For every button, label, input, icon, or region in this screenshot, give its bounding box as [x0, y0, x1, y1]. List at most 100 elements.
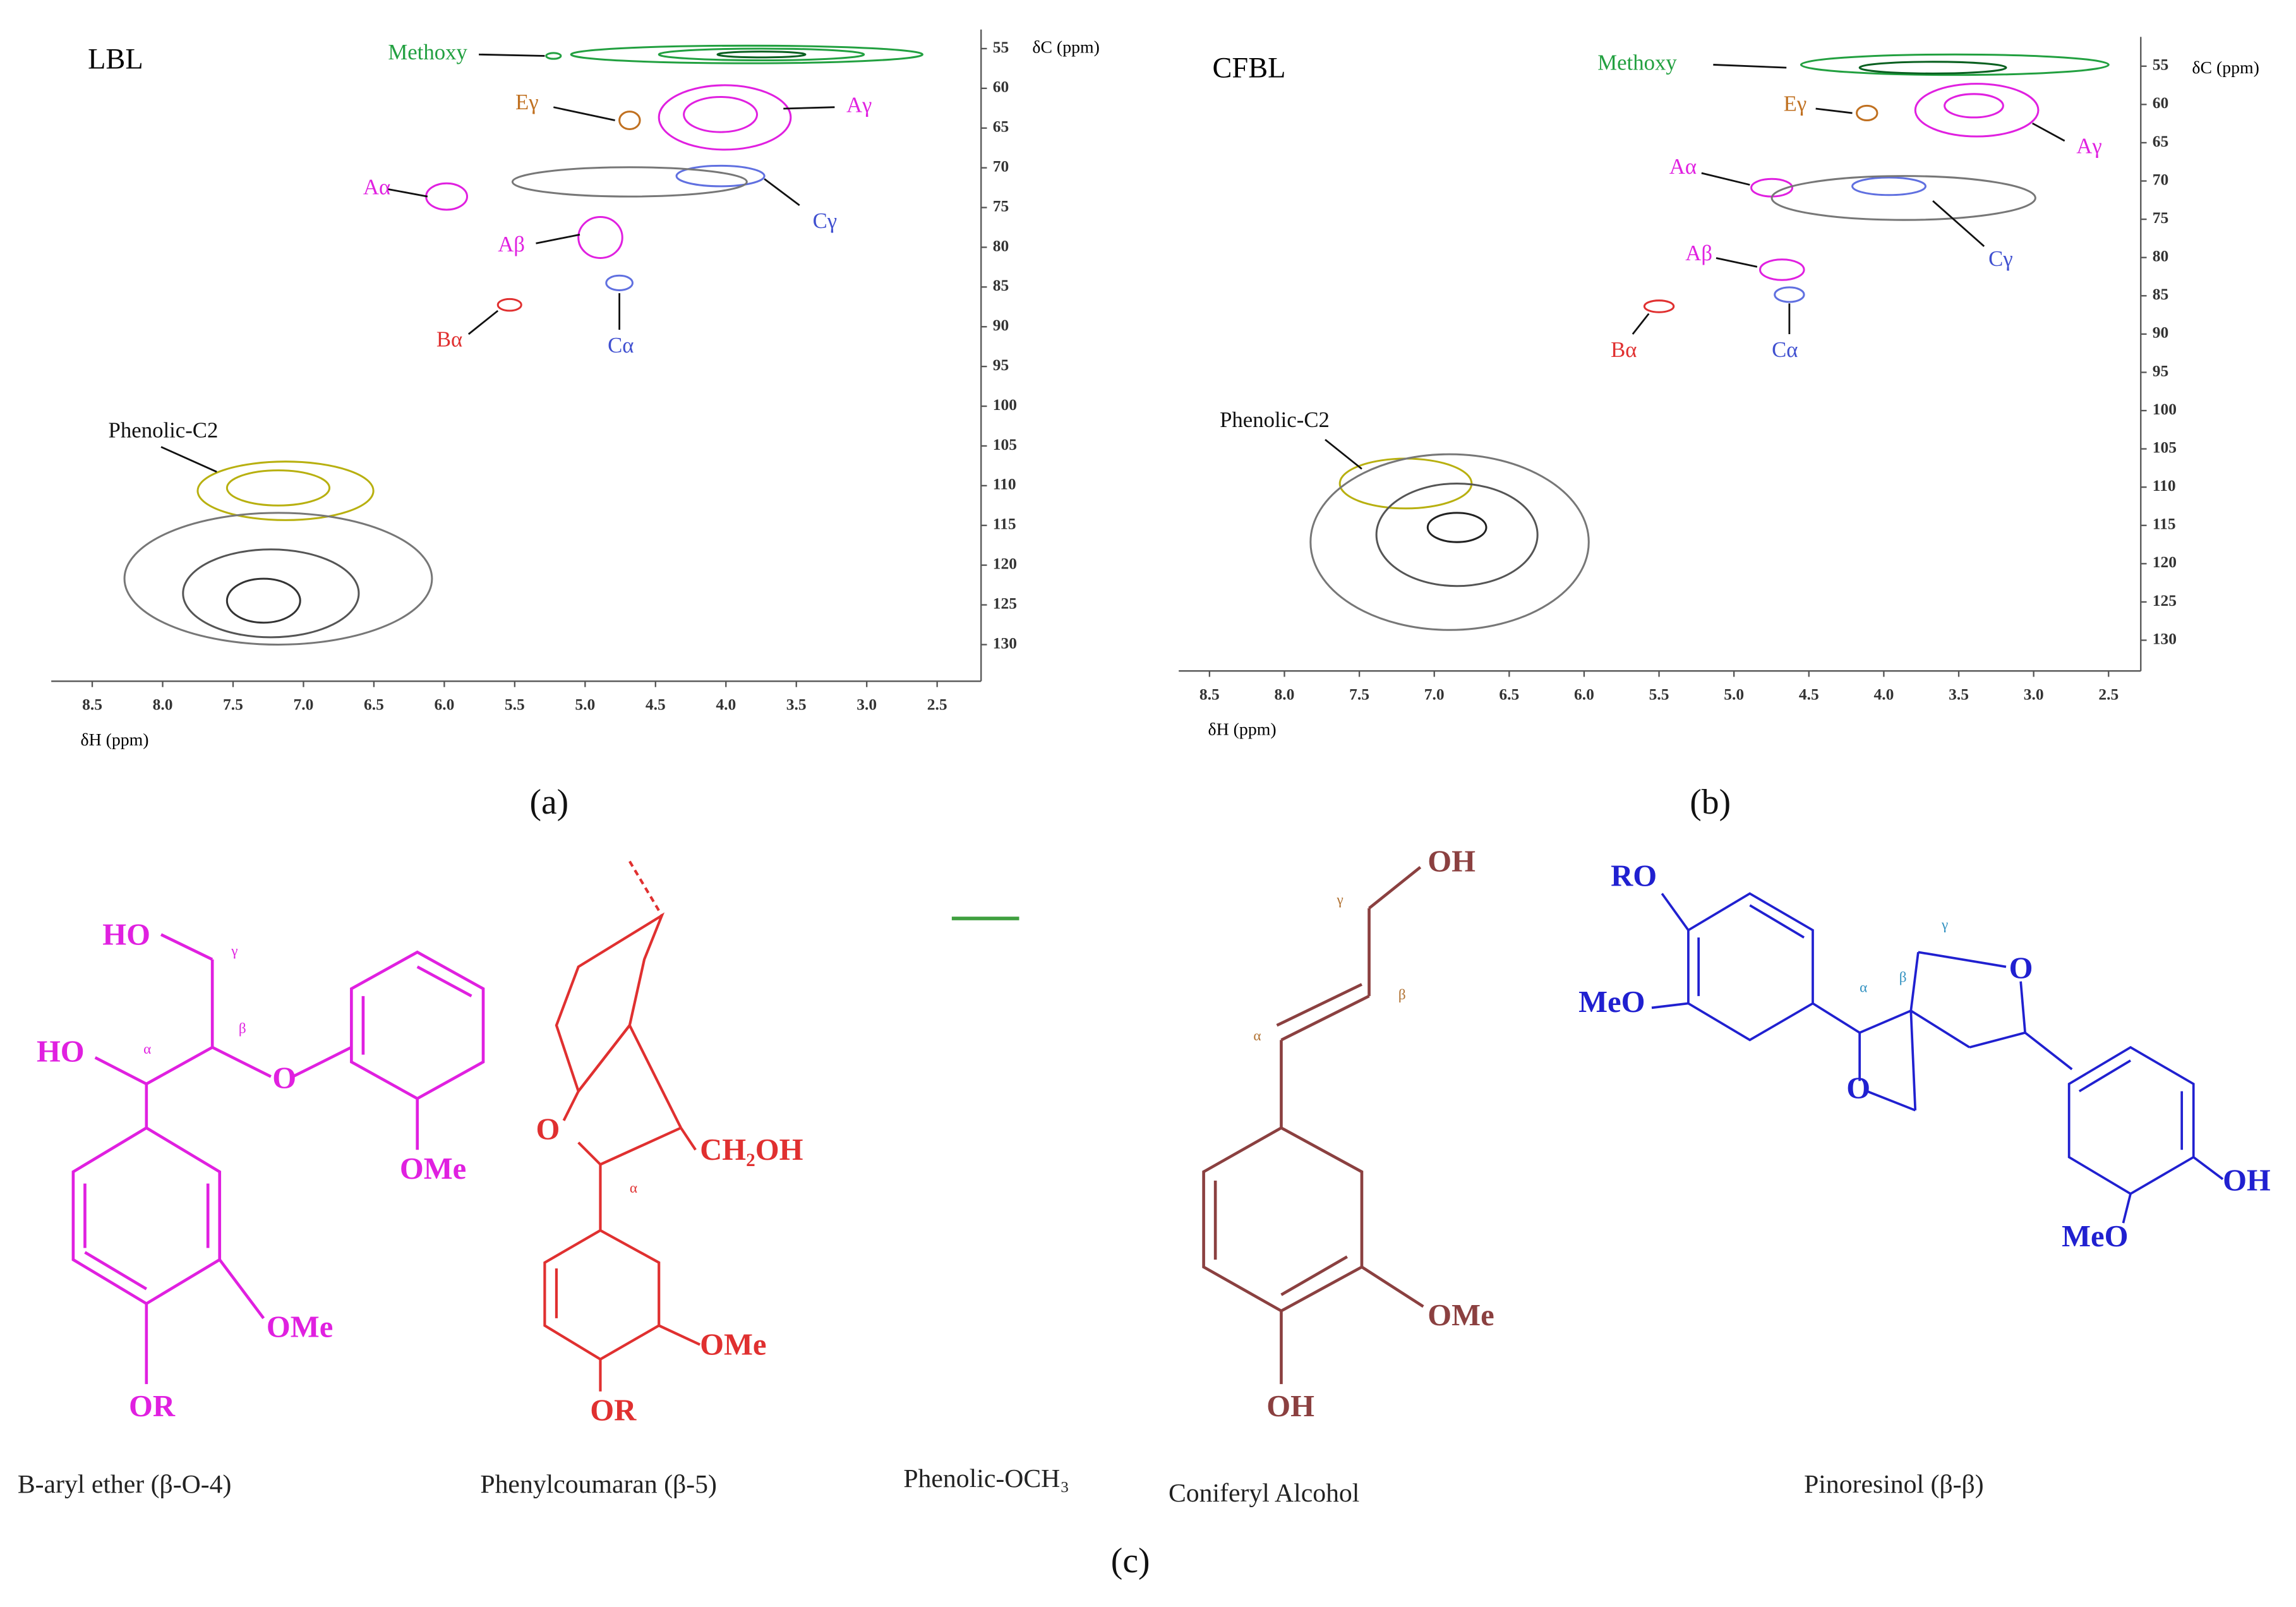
y-axis-label: δC (ppm) — [2192, 58, 2259, 78]
y-tick-label: 125 — [993, 594, 1017, 612]
y-tick-label: 95 — [2153, 361, 2169, 380]
atom-label: O — [1846, 1071, 1870, 1105]
annotation: Aγ — [2076, 134, 2101, 159]
atom-label: α — [1253, 1028, 1261, 1044]
x-tick-label: 5.5 — [505, 695, 525, 714]
atom-label: OR — [129, 1389, 176, 1423]
panel-label: (b) — [1690, 783, 1731, 822]
atom-label: O — [272, 1061, 296, 1095]
structure-name: B-aryl ether (β-O-4) — [18, 1470, 232, 1499]
y-tick-label: 120 — [2153, 553, 2177, 571]
annotation: Aβ — [498, 232, 525, 256]
x-tick-label: 7.5 — [223, 695, 243, 714]
x-tick-label: 7.0 — [1424, 685, 1445, 703]
x-tick-label: 6.5 — [364, 695, 384, 714]
structure-name: Phenolic-OCH₃ — [903, 1464, 1069, 1493]
atom-label: CH₂OH — [700, 1133, 803, 1167]
y-tick-label: 115 — [993, 515, 1016, 533]
structure-pinoresinol — [1651, 892, 2224, 1224]
annotation: Eγ — [515, 90, 539, 114]
structure-coniferyl — [1202, 866, 1424, 1385]
annotation: Bα — [436, 327, 462, 352]
y-tick-label: 75 — [2153, 208, 2169, 227]
y-tick-label: 85 — [993, 276, 1009, 294]
annotation: Cα — [608, 333, 634, 358]
y-tick-label: 70 — [993, 157, 1009, 176]
x-axis-label: δH (ppm) — [1208, 720, 1277, 740]
y-tick-label: 110 — [2153, 476, 2176, 495]
atom-label: γ — [1941, 917, 1948, 933]
y-tick-label: 130 — [2153, 629, 2177, 647]
y-tick-label: 100 — [2153, 400, 2177, 418]
y-tick-label: 65 — [993, 117, 1009, 136]
annotation: Cγ — [1988, 246, 2013, 271]
x-tick-label: 6.0 — [1574, 685, 1594, 703]
y-tick-label: 60 — [2153, 93, 2169, 112]
annotation: Bα — [1611, 337, 1637, 362]
annotation: Aα — [1669, 154, 1697, 179]
contours-a — [123, 44, 923, 646]
panel-label: (a) — [529, 783, 568, 822]
atom-label: α — [630, 1180, 637, 1196]
atom-label: OMe — [700, 1327, 766, 1361]
y-tick-label: 95 — [993, 356, 1009, 374]
x-axis-label: δH (ppm) — [81, 730, 149, 750]
atom-label: β — [239, 1020, 246, 1037]
y-tick-label: 120 — [993, 555, 1017, 573]
y-tick-label: 55 — [2153, 56, 2169, 74]
y-tick-label: 90 — [2153, 323, 2169, 342]
atom-label: MeO — [1578, 985, 1645, 1019]
sample-label: CFBL — [1213, 52, 1286, 84]
y-tick-label: 75 — [993, 196, 1009, 215]
y-axis-label: δC (ppm) — [1032, 37, 1100, 57]
x-tick-label: 2.5 — [927, 695, 947, 714]
atom-label: OH — [1427, 844, 1476, 878]
atom-label: HO — [102, 917, 150, 951]
atom-label: β — [1899, 969, 1907, 985]
atom-label: MeO — [2062, 1219, 2128, 1253]
atom-label: RO — [1611, 859, 1657, 893]
structure-name: Pinoresinol (β-β) — [1804, 1470, 1984, 1499]
y-tick-label: 85 — [2153, 285, 2169, 303]
x-tick-label: 4.0 — [1873, 685, 1894, 703]
y-tick-label: 115 — [2153, 515, 2176, 533]
arrows — [160, 53, 2065, 473]
x-tick-label: 5.0 — [575, 695, 595, 714]
structure-beta-o-4 — [71, 933, 485, 1385]
y-tick-label: 105 — [993, 435, 1017, 454]
atom-label: O — [2009, 951, 2033, 985]
y-tick-label: 110 — [993, 475, 1016, 493]
structure-name: Coniferyl Alcohol — [1169, 1479, 1359, 1508]
x-tick-label: 7.5 — [1349, 685, 1369, 703]
y-tick-label: 65 — [2153, 132, 2169, 150]
atom-label: OMe — [1427, 1298, 1494, 1332]
annotation: Eγ — [1784, 91, 1807, 116]
y-tick-label: 60 — [993, 78, 1009, 96]
axes — [51, 29, 2142, 682]
atom-label: γ — [1337, 891, 1343, 908]
y-tick-label: 55 — [993, 38, 1009, 56]
ticks: 8.5 8.0 7.5 7.0 6.5 6.0 5.5 5.0 4.5 4.0 3.5 3.0 2.5 5… — [82, 38, 2177, 714]
atom-label: α — [143, 1041, 151, 1057]
annotation: Methoxy — [388, 40, 467, 64]
x-tick-label: 8.5 — [1199, 685, 1220, 703]
y-tick-label: 125 — [2153, 591, 2177, 610]
atom-label: OMe — [400, 1152, 466, 1186]
annotation: Phenolic-C2 — [109, 418, 219, 442]
x-tick-label: 7.0 — [294, 695, 314, 714]
annotation: Aα — [363, 174, 390, 199]
sample-label: LBL — [88, 43, 143, 75]
y-tick-label: 80 — [993, 236, 1009, 255]
atom-label: β — [1398, 987, 1406, 1003]
atom-label: HO — [37, 1035, 85, 1069]
structure-name: Phenylcoumaran (β-5) — [480, 1470, 717, 1499]
panel-label: (c) — [1111, 1541, 1150, 1580]
x-tick-label: 8.0 — [1275, 685, 1295, 703]
x-tick-label: 3.5 — [1949, 685, 1969, 703]
y-tick-label: 80 — [2153, 247, 2169, 265]
annotation: Methoxy — [1597, 50, 1677, 75]
x-tick-label: 3.0 — [856, 695, 877, 714]
x-tick-label: 4.5 — [646, 695, 666, 714]
